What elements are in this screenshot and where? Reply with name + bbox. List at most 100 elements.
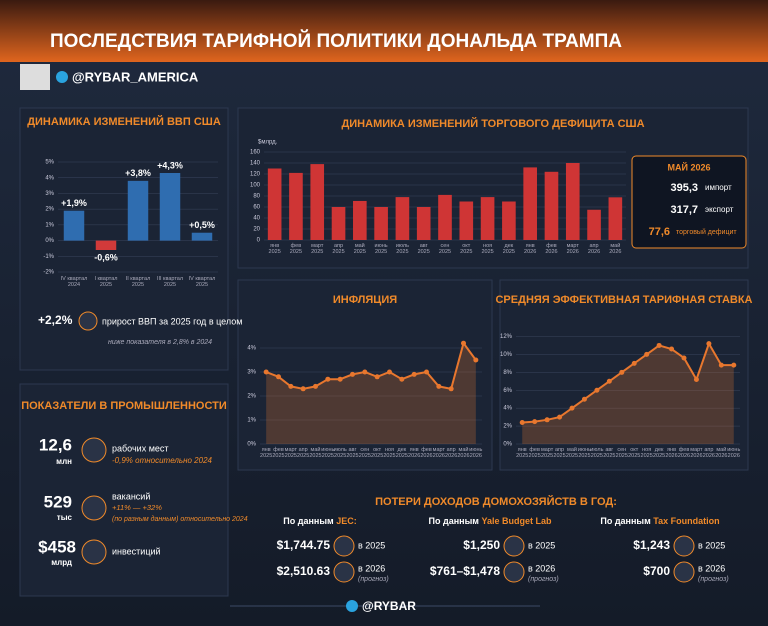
industry-label: рабочих мест [112, 443, 169, 453]
loss-year: в 2026 [528, 563, 555, 573]
point [325, 376, 331, 382]
y-tick-label: 80 [253, 194, 260, 200]
x-tick-label: ноя 2025 [640, 447, 653, 459]
tg-icon [346, 600, 358, 612]
y-tick-label: 1% [45, 222, 54, 228]
data-label: +0,5% [189, 220, 215, 230]
x-tick-label: окт 2025 [460, 243, 473, 255]
point [606, 378, 612, 384]
point [263, 369, 269, 375]
x-tick-label: окт 2025 [628, 447, 641, 459]
y-tick-label: 0% [45, 238, 54, 244]
x-tick-label: апр 2025 [332, 243, 345, 255]
y-tick-label: 0 [257, 238, 261, 244]
point [581, 396, 587, 402]
x-tick-label: май 2026 [609, 243, 622, 255]
panel-title: ПОКАЗАТЕЛИ В ПРОМЫШЛЕННОСТИ [21, 400, 227, 412]
x-tick-label: авг 2025 [417, 243, 430, 255]
point [557, 414, 563, 420]
losses: По данным JEC: $1,744.75 в 2025 $2,510.63 в … [277, 516, 729, 582]
industry-value: $458 [38, 537, 76, 556]
panel-title: ДИНАМИКА ИЗМЕНЕНИЙ ТОРГОВОГО ДЕФИЦИТА СШ… [341, 117, 644, 130]
loss-value: $1,250 [463, 538, 500, 552]
loss-year: в 2026 [358, 563, 385, 573]
point [350, 371, 355, 377]
point [288, 383, 294, 389]
y-tick-label: 3% [45, 191, 54, 197]
point [337, 376, 343, 382]
point [411, 371, 417, 377]
x-tick-label: июнь 2025 [321, 447, 335, 459]
point [731, 362, 737, 368]
callout-value: 317,7 [670, 204, 698, 216]
x-tick-label: авг 2025 [603, 447, 616, 459]
point [631, 360, 637, 366]
industry-note: +11% — +32% [112, 503, 162, 512]
loss-value: $761–$1,478 [430, 564, 500, 578]
callout-title: МАЙ 2026 [668, 161, 711, 172]
x-tick-label: фев 2025 [528, 447, 541, 459]
losses-title: ПОТЕРИ ДОХОДОВ ДОМОХОЗЯЙСТВ В ГОД: [375, 495, 617, 508]
source: По данным Yale Budget Lab [429, 516, 552, 526]
x-tick-label: май 2025 [309, 447, 322, 459]
area [266, 343, 476, 444]
x-tick-label: июнь 2025 [374, 243, 388, 255]
x-tick-label: сен 2025 [615, 447, 628, 459]
x-tick-label: дек 2025 [652, 447, 666, 459]
x-tick-label: апр 2026 [587, 243, 601, 255]
bar [127, 180, 149, 241]
x-tick-label: фев 2025 [272, 447, 285, 459]
point [473, 357, 479, 363]
x-tick-label: март 2026 [566, 243, 579, 255]
point [706, 341, 712, 347]
callout-label: импорт [705, 183, 732, 192]
point [461, 340, 466, 346]
bar [544, 171, 559, 240]
x-tick-label: III квартал 2025 [156, 276, 184, 288]
y-tick-label: 2% [45, 207, 54, 213]
gdp-note-text: прирост ВВП за 2025 год в целом [102, 316, 242, 326]
bar [191, 232, 213, 241]
x-tick-label: фев 2026 [545, 243, 558, 255]
x-tick-label: май 2026 [715, 447, 728, 459]
x-tick-label: июнь 2025 [577, 447, 591, 459]
bar [353, 200, 367, 240]
x-tick-label: IV квартал 2024 [60, 276, 88, 288]
y-tick-label: 5% [45, 160, 54, 166]
industry-unit: млрд [51, 558, 72, 567]
point [362, 369, 368, 375]
industry-value: 12,6 [39, 435, 72, 454]
icon [333, 535, 355, 557]
x-tick-label: март 2026 [432, 447, 445, 459]
x-tick-label: март 2025 [540, 447, 554, 459]
x-tick-label: март 2025 [284, 447, 297, 459]
panel-title: ДИНАМИКА ИЗМЕНЕНИЙ ВВП США [27, 115, 221, 128]
x-tick-label: ноя 2025 [481, 243, 494, 255]
bar [565, 163, 580, 240]
bar [587, 209, 601, 240]
x-tick-label: янв 2025 [516, 447, 529, 459]
title: ПОСЛЕДСТВИЯ ТАРИФНОЙ ПОЛИТИКИ ДОНАЛЬДА Т… [50, 30, 622, 52]
x-tick-label: IV квартал 2025 [188, 276, 216, 288]
y-tick-label: 140 [250, 161, 261, 167]
x-tick-label: янв 2025 [268, 243, 281, 255]
point [656, 342, 662, 348]
point [681, 355, 687, 361]
loss-year: в 2025 [528, 540, 555, 550]
icon [333, 561, 355, 583]
loss-value: $700 [643, 564, 670, 578]
y-tick-label: 100 [250, 183, 261, 189]
callout-value: 77,6 [649, 226, 670, 238]
icon [503, 561, 525, 583]
y-tick-label: 20 [253, 227, 260, 233]
bar [608, 197, 623, 240]
x-tick-label: I квартал 2025 [94, 276, 118, 288]
point [436, 383, 442, 389]
gdp-note-sub: ниже показателя в 2,8% в 2024 [108, 339, 212, 346]
x-tick-label: сен 2025 [438, 243, 452, 255]
panel-title: ИНФЛЯЦИЯ [333, 294, 397, 306]
loss-year: в 2025 [698, 540, 725, 550]
point [374, 374, 380, 380]
x-tick-label: янв 2026 [408, 447, 421, 459]
loss-value: $1,243 [633, 538, 670, 552]
